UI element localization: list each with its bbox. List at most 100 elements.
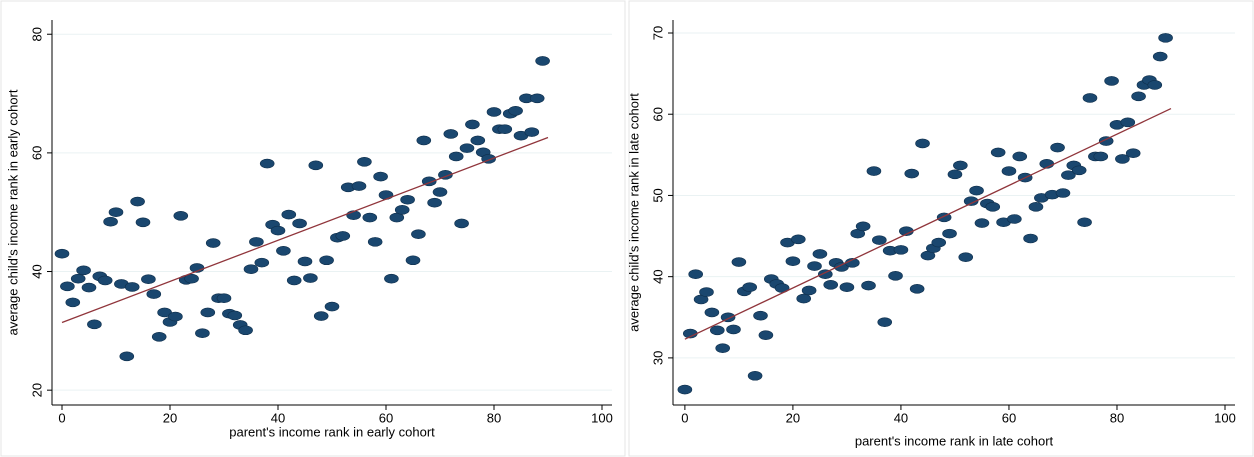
point xyxy=(357,156,372,167)
y-tick-label: 20 xyxy=(29,383,44,397)
y-tick-label: 50 xyxy=(650,188,665,202)
point xyxy=(243,264,259,274)
point xyxy=(416,135,432,146)
point xyxy=(508,105,523,116)
point xyxy=(195,328,210,339)
point xyxy=(238,325,253,336)
point xyxy=(216,293,232,304)
point xyxy=(227,310,243,321)
point xyxy=(303,273,318,283)
point xyxy=(1152,51,1168,62)
fit-line xyxy=(61,136,549,324)
y-tick-label: 70 xyxy=(650,26,665,40)
point xyxy=(1098,136,1114,146)
x-tick-label: 60 xyxy=(379,410,393,425)
point xyxy=(427,197,442,208)
y-tick-label: 60 xyxy=(650,107,665,121)
point xyxy=(70,273,86,284)
fit-line xyxy=(684,107,1172,340)
point xyxy=(524,127,540,137)
y-tick-label: 40 xyxy=(650,269,665,283)
point xyxy=(1115,154,1130,164)
point xyxy=(157,307,172,318)
point xyxy=(909,284,925,294)
point xyxy=(465,119,480,130)
point xyxy=(877,317,893,327)
point xyxy=(108,207,124,218)
point xyxy=(205,238,221,248)
point xyxy=(373,171,388,182)
point xyxy=(351,181,367,191)
point xyxy=(249,237,264,247)
y-tick-label: 30 xyxy=(650,351,665,365)
point xyxy=(459,143,475,153)
point xyxy=(872,235,887,245)
point xyxy=(1055,188,1071,198)
point xyxy=(362,212,378,223)
point xyxy=(535,56,550,66)
point xyxy=(1007,214,1022,224)
point xyxy=(677,384,693,395)
point xyxy=(97,275,113,286)
point xyxy=(985,202,1001,212)
point xyxy=(81,282,97,293)
point xyxy=(1131,91,1146,102)
point xyxy=(942,228,957,239)
point xyxy=(709,325,725,336)
point xyxy=(699,287,714,297)
point xyxy=(866,166,882,176)
point xyxy=(953,160,968,171)
point xyxy=(818,269,833,280)
point xyxy=(915,138,930,149)
point xyxy=(731,257,747,267)
point xyxy=(313,311,329,321)
point xyxy=(141,274,156,285)
point xyxy=(394,205,410,215)
y-tick-label: 60 xyxy=(29,146,44,160)
point xyxy=(1125,148,1141,159)
point xyxy=(812,249,828,259)
x-tick-label: 100 xyxy=(1214,410,1236,425)
point xyxy=(454,218,469,229)
x-tick-label: 0 xyxy=(58,410,65,425)
point xyxy=(432,187,448,197)
point xyxy=(65,297,81,308)
x-tick-label: 60 xyxy=(1002,410,1016,425)
point xyxy=(173,210,189,221)
point xyxy=(990,147,1006,158)
point xyxy=(324,301,340,312)
point xyxy=(378,190,394,200)
point xyxy=(715,343,730,353)
point xyxy=(411,229,426,239)
point xyxy=(947,169,963,180)
point xyxy=(276,245,291,256)
point xyxy=(470,135,486,146)
y-axis-title: average child's income rank in early coh… xyxy=(5,89,20,335)
x-tick-label: 40 xyxy=(894,410,908,425)
point xyxy=(286,275,302,286)
point xyxy=(1028,202,1044,212)
point xyxy=(60,281,75,292)
point xyxy=(168,311,183,322)
point xyxy=(969,185,984,196)
point xyxy=(747,370,763,381)
point xyxy=(1158,33,1173,43)
point xyxy=(720,312,736,323)
x-axis-title: parent's income rank in late cohort xyxy=(855,433,1054,448)
point xyxy=(254,257,270,268)
point xyxy=(405,255,421,266)
point xyxy=(807,261,822,271)
x-tick-label: 20 xyxy=(163,410,177,425)
point xyxy=(76,265,91,276)
point xyxy=(400,194,415,205)
point xyxy=(1001,166,1017,176)
point xyxy=(861,280,876,291)
point xyxy=(1023,233,1038,244)
point xyxy=(151,331,167,342)
point xyxy=(1147,80,1163,90)
point xyxy=(119,351,135,362)
x-tick-label: 100 xyxy=(591,410,613,425)
point xyxy=(335,231,351,241)
point xyxy=(855,221,871,232)
point xyxy=(297,256,313,267)
